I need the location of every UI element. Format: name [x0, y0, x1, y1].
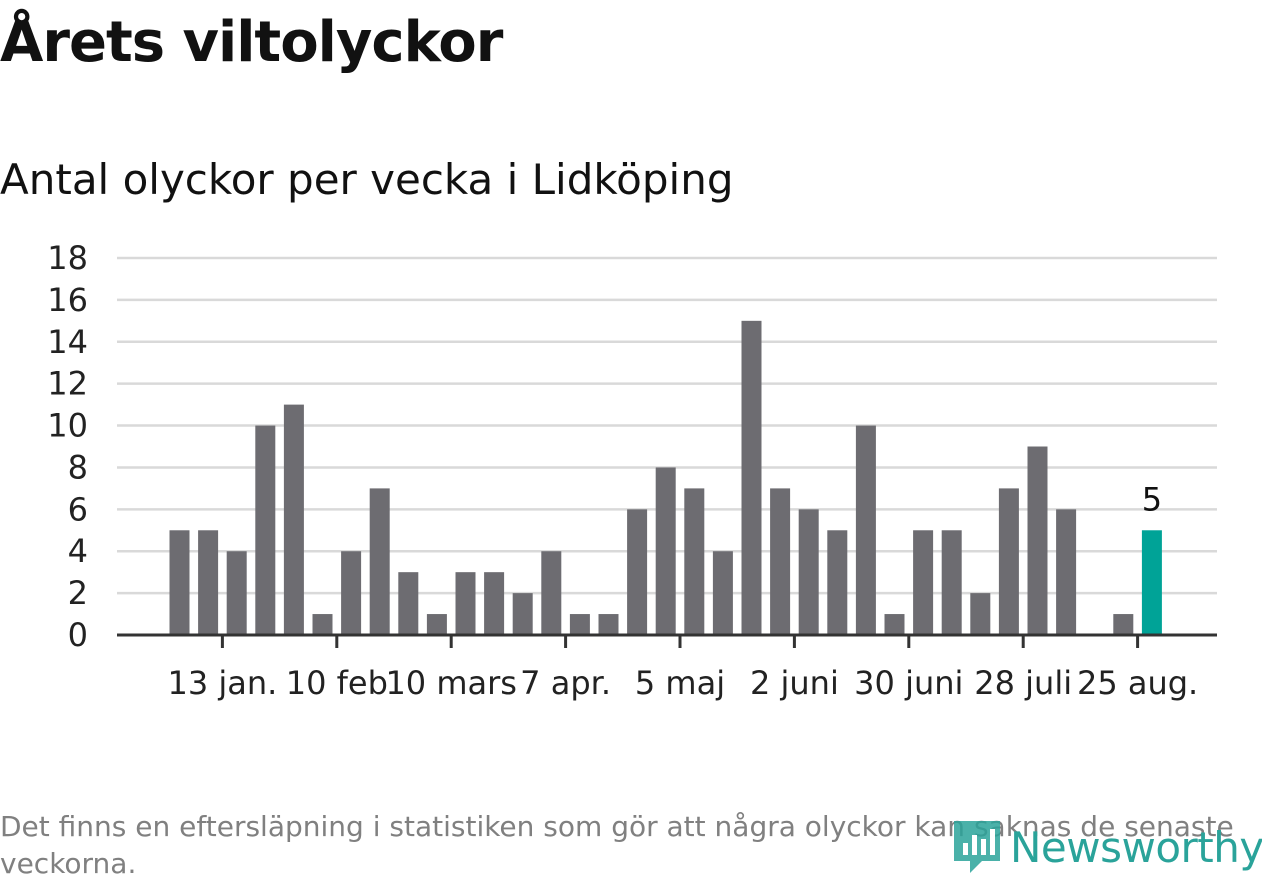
y-tick-label: 0 — [68, 616, 88, 654]
footnote: Det finns en eftersläpning i statistiken… — [0, 810, 1234, 880]
bar — [998, 488, 1019, 635]
x-tick-label: 2 juni — [750, 664, 839, 702]
newsworthy-logo-icon — [954, 821, 1000, 873]
x-tick-label: 30 juni — [854, 664, 963, 702]
bar — [1027, 446, 1048, 635]
y-tick-label: 10 — [47, 407, 88, 445]
bar — [312, 614, 333, 635]
y-tick-label: 2 — [68, 574, 88, 612]
bar — [484, 572, 505, 635]
bar — [541, 551, 562, 635]
bar — [941, 530, 962, 635]
y-tick-label: 4 — [68, 532, 88, 570]
x-tick-label: 10 mars — [385, 664, 517, 702]
bar — [913, 530, 934, 635]
bar — [283, 404, 304, 635]
x-tick-label: 10 feb — [286, 664, 388, 702]
bar — [398, 572, 419, 635]
x-tick-label: 28 juli — [974, 664, 1072, 702]
bar — [598, 614, 619, 635]
y-tick-label: 18 — [47, 239, 88, 277]
x-tick-label: 13 jan. — [167, 664, 277, 702]
bar — [855, 425, 876, 635]
bar — [569, 614, 590, 635]
bar — [684, 488, 705, 635]
x-tick-label: 7 apr. — [520, 664, 611, 702]
x-tick-label: 5 maj — [635, 664, 725, 702]
bar — [712, 551, 733, 635]
bar — [341, 551, 362, 635]
y-axis-ticks: 0 2 4 6 810 12 14 16 18 — [47, 239, 88, 654]
chart-subtitle: Antal olyckor per vecka i Lidköping — [0, 155, 734, 204]
bar — [169, 530, 190, 635]
bar — [827, 530, 848, 635]
y-tick-label: 6 — [68, 490, 88, 528]
y-tick-label: 8 — [68, 448, 88, 486]
y-tick-label: 12 — [47, 365, 88, 403]
y-tick-label: 14 — [47, 323, 88, 361]
x-tick-label: 25 aug. — [1077, 664, 1198, 702]
bar — [770, 488, 791, 635]
bar — [198, 530, 219, 635]
bar-highlighted — [1141, 530, 1162, 635]
bar — [255, 425, 276, 635]
bar — [455, 572, 476, 635]
bar — [369, 488, 390, 635]
bar — [884, 614, 905, 635]
brand-name: Newsworthy — [1010, 822, 1262, 872]
bars — [169, 320, 1162, 635]
value-labels: 5 — [1142, 480, 1162, 518]
bar — [1113, 614, 1134, 635]
chart-title: Årets viltolyckor — [0, 10, 503, 75]
bar — [426, 614, 447, 635]
bar — [970, 593, 991, 635]
bar — [226, 551, 247, 635]
bar — [798, 509, 819, 635]
highlight-value-label: 5 — [1142, 480, 1162, 518]
bar — [627, 509, 648, 635]
bar — [1056, 509, 1077, 635]
bar — [512, 593, 533, 635]
y-tick-label: 16 — [47, 281, 88, 319]
bar — [655, 467, 676, 635]
bar — [741, 320, 762, 635]
brand-logo: Newsworthy — [950, 815, 1262, 879]
